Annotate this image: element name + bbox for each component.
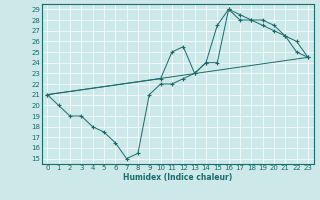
X-axis label: Humidex (Indice chaleur): Humidex (Indice chaleur) [123,173,232,182]
